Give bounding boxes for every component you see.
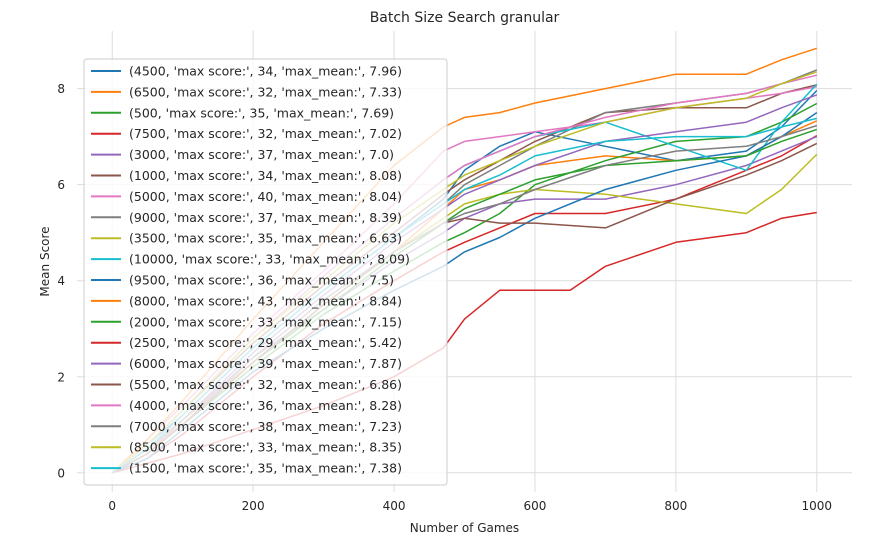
legend-entry: (3500, 'max score:', 35, 'max_mean:', 6.… [129,231,402,246]
tick-labels: 0 200 400 600 800 1000 0 2 4 6 8 [57,82,832,513]
y-tick-label: 0 [57,466,65,480]
legend-entry: (6500, 'max score:', 32, 'max_mean:', 7.… [129,84,402,99]
x-tick-label: 200 [242,499,265,513]
legend: (4500, 'max score:', 34, 'max_mean:', 7.… [83,58,448,486]
y-tick-label: 4 [57,274,65,288]
legend-entry: (9000, 'max score:', 37, 'max_mean:', 8.… [129,210,402,225]
legend-entry: (1000, 'max score:', 34, 'max_mean:', 8.… [129,168,402,183]
y-tick-label: 6 [57,178,65,192]
legend-entry: (500, 'max score:', 35, 'max_mean:', 7.6… [129,105,394,120]
legend-entry: (9500, 'max score:', 36, 'max_mean:', 7.… [129,273,394,288]
y-axis-label: Mean Score [38,226,52,296]
x-tick-label: 800 [664,499,687,513]
x-tick-label: 600 [524,499,547,513]
legend-entry: (3000, 'max score:', 37, 'max_mean:', 7.… [129,147,394,162]
legend-entry: (2000, 'max score:', 33, 'max_mean:', 7.… [129,314,402,329]
legend-entry: (5500, 'max score:', 32, 'max_mean:', 6.… [129,377,402,392]
legend-entry: (7000, 'max score:', 38, 'max_mean:', 7.… [129,419,402,434]
x-tick-label: 1000 [801,499,832,513]
legend-entry: (10000, 'max score:', 33, 'max_mean:', 8… [129,252,410,267]
y-tick-label: 2 [57,370,65,384]
legend-box [83,58,448,486]
y-tick-label: 8 [57,82,65,96]
chart-title: Batch Size Search granular [370,10,560,26]
legend-entry: (8000, 'max score:', 43, 'max_mean:', 8.… [129,293,402,308]
x-tick-label: 0 [108,499,116,513]
x-tick-label: 400 [383,499,406,513]
legend-entry: (7500, 'max score:', 32, 'max_mean:', 7.… [129,126,402,141]
legend-entry: (1500, 'max score:', 35, 'max_mean:', 7.… [129,461,402,476]
legend-entry: (4500, 'max score:', 34, 'max_mean:', 7.… [129,64,402,79]
legend-entry: (6000, 'max score:', 39, 'max_mean:', 7.… [129,356,402,371]
legend-entry: (4000, 'max score:', 36, 'max_mean:', 8.… [129,398,402,413]
legend-entry: (5000, 'max score:', 40, 'max_mean:', 8.… [129,189,402,204]
legend-entry: (2500, 'max score:', 29, 'max_mean:', 5.… [129,335,402,350]
x-axis-label: Number of Games [410,521,519,535]
legend-entry: (8500, 'max score:', 33, 'max_mean:', 8.… [129,440,402,455]
